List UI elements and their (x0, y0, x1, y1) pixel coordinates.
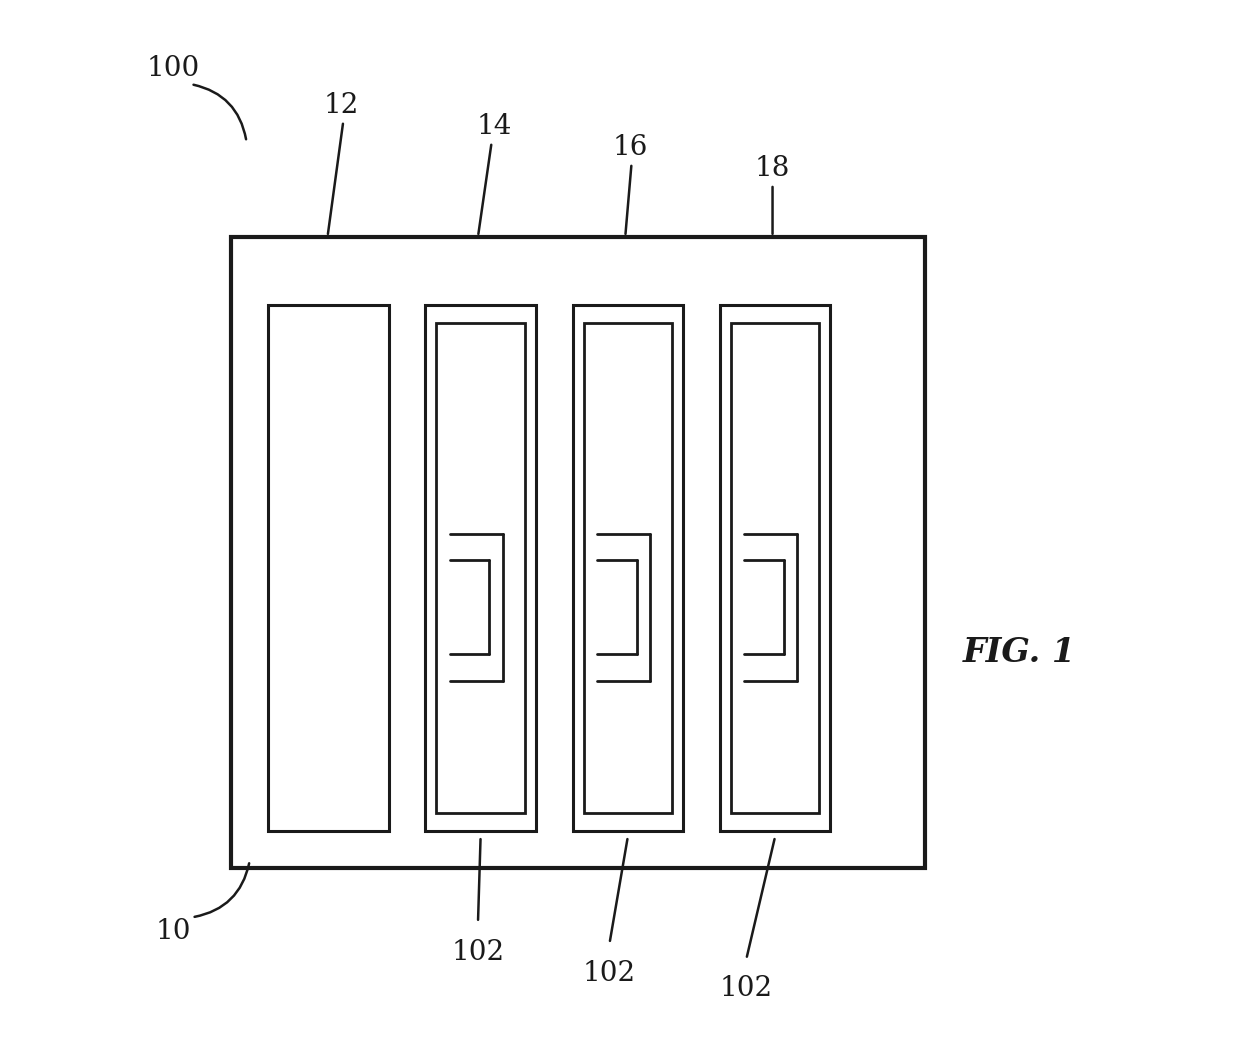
Bar (231, 237, 925, 868)
Text: 12: 12 (324, 92, 358, 119)
Bar (268, 305, 388, 831)
Bar (732, 324, 820, 812)
Bar (584, 324, 672, 812)
Text: 14: 14 (476, 113, 511, 140)
Text: 102: 102 (451, 938, 505, 966)
Bar (436, 324, 525, 812)
Text: 16: 16 (613, 134, 649, 161)
Text: 10: 10 (155, 917, 191, 945)
Text: 102: 102 (583, 959, 636, 987)
Text: 100: 100 (146, 55, 200, 82)
Bar (573, 305, 683, 831)
Text: 102: 102 (719, 975, 773, 1003)
Bar (720, 305, 831, 831)
Text: FIG. 1: FIG. 1 (963, 635, 1076, 669)
Text: 18: 18 (755, 155, 790, 182)
Bar (425, 305, 536, 831)
